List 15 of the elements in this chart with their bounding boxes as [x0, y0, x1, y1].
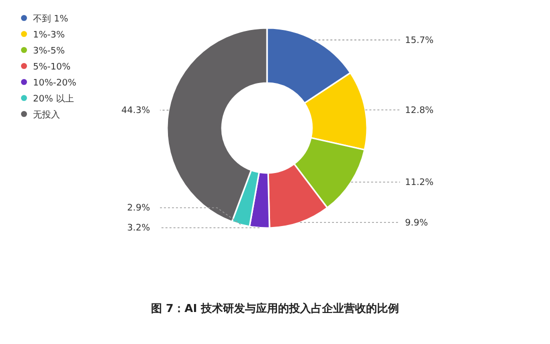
legend-label: 20% 以上 — [33, 94, 74, 104]
legend-label: 1%-3% — [33, 30, 66, 40]
data-label: 15.7% — [405, 36, 434, 46]
legend-label: 无投入 — [33, 110, 60, 120]
legend-label: 5%-10% — [33, 62, 71, 72]
text: 图 7：AI 技术研发与应用的投入占企业营收的比例 — [151, 302, 399, 315]
data-label: 9.9% — [405, 218, 428, 228]
legend-label: 3%-5% — [33, 46, 66, 56]
legend-label: 10%-20% — [33, 78, 77, 88]
legend-label: 不到 1% — [33, 14, 69, 24]
data-label: 12.8% — [405, 106, 434, 116]
data-label: 2.9% — [127, 204, 150, 214]
data-label: 44.3% — [121, 106, 150, 116]
data-label: 3.2% — [127, 224, 150, 234]
data-label: 11.2% — [405, 178, 434, 188]
